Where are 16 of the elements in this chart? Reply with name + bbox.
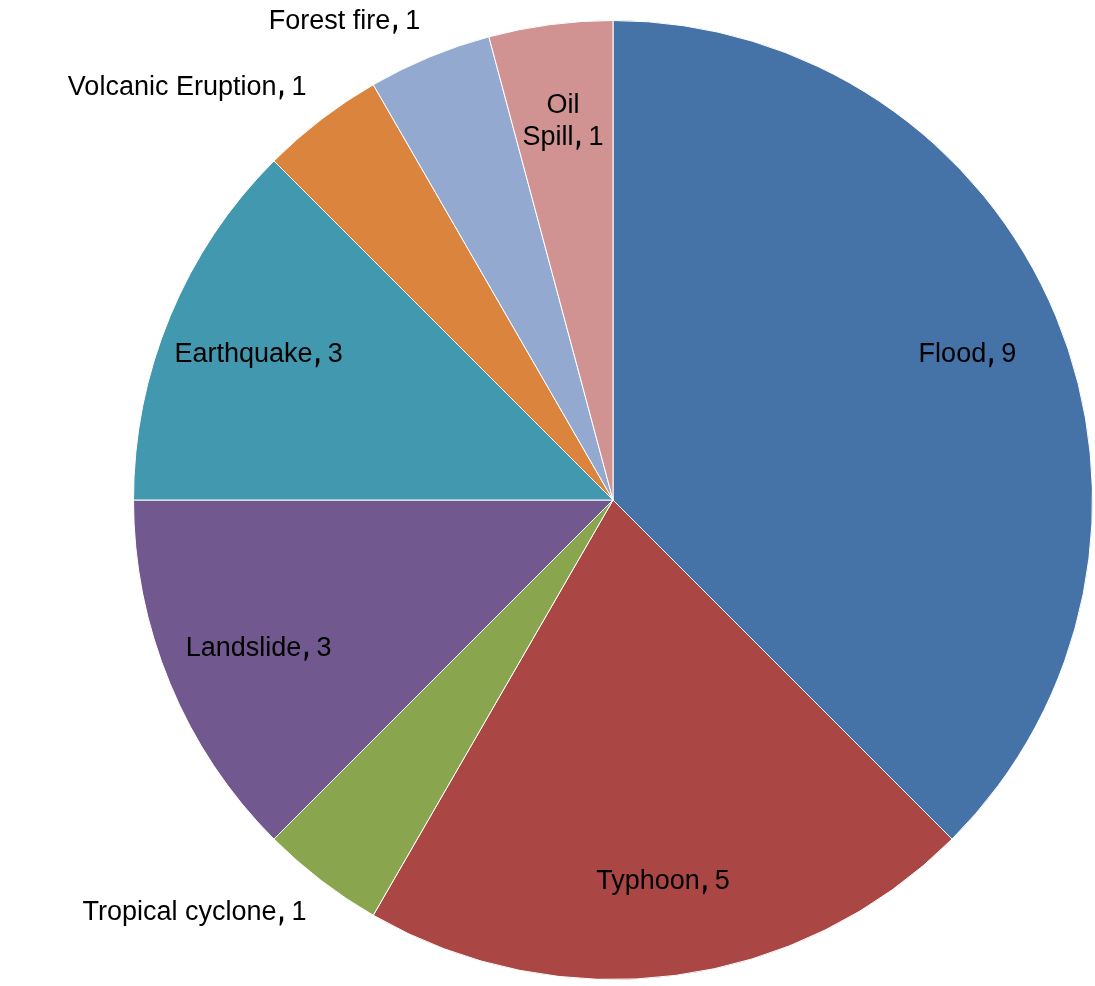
- data-label: 1: [291, 70, 307, 101]
- data-label: 3: [316, 631, 332, 662]
- data-label: 1: [588, 120, 604, 151]
- slice-label: Earthquake: [174, 338, 313, 369]
- slice-label: Tropical cyclone: [82, 896, 277, 927]
- data-label: 5: [714, 865, 730, 896]
- data-label: 9: [1001, 338, 1017, 369]
- slice-label: Typhoon: [596, 865, 700, 896]
- slice-label: Volcanic Eruption: [67, 70, 277, 101]
- slice-label: Forest fire: [268, 4, 391, 35]
- data-label: 1: [291, 896, 307, 927]
- data-label: 1: [405, 4, 421, 35]
- slice-label: Landslide: [185, 631, 302, 662]
- slice-label: Flood: [918, 338, 987, 369]
- slice-label: Oil Spill: [522, 88, 580, 151]
- data-label: 3: [327, 338, 343, 369]
